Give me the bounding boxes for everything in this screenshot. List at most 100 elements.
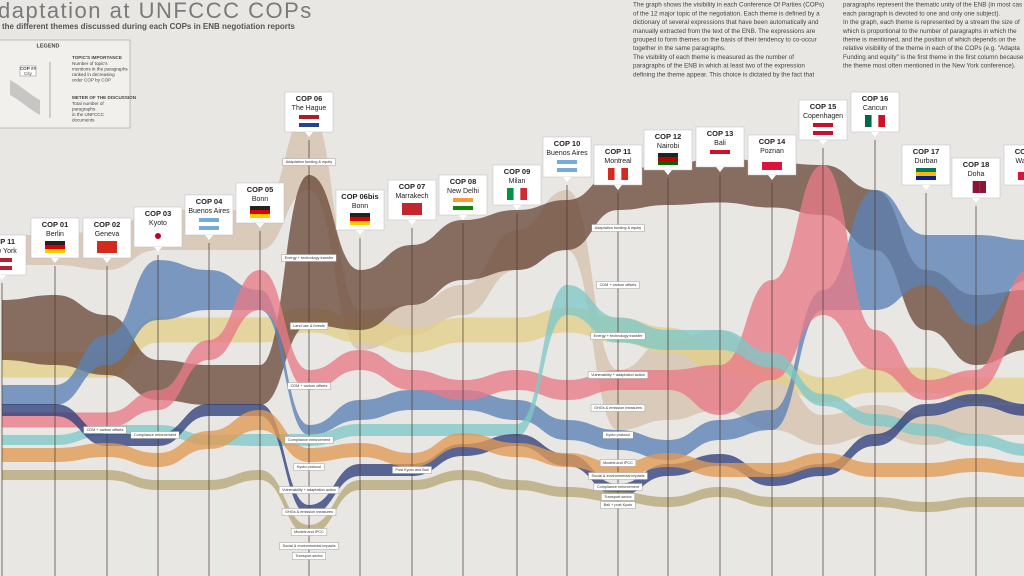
cop-pointer [563, 177, 571, 182]
cop-city: Nairobi [657, 143, 680, 150]
legend-stream [10, 80, 40, 115]
cop-city: Bali [714, 140, 726, 147]
description-line: paragraphs of the ENB in which at least … [633, 63, 805, 70]
cop-pointer [768, 175, 776, 180]
cop-pointer [103, 258, 111, 263]
description-line: grouped to form themes on the basis of t… [633, 36, 817, 43]
flag-stripe [45, 241, 65, 245]
theme-label-box [287, 382, 331, 390]
theme-label: Transport sector [295, 554, 323, 558]
theme-label: Energy + technology transfer [594, 334, 643, 338]
columns: COP 11 New York COP 01 Berlin COP 02 Geneva CO… [0, 91, 1024, 576]
theme-label: Kyoto protocol [297, 465, 321, 469]
legend-text: Number of topic's [72, 61, 108, 66]
theme-label-box [596, 281, 640, 289]
description-line: The graph shows the visibility in each C… [633, 2, 824, 9]
legend-text: paragraphs [72, 107, 96, 112]
cop-pointer [154, 247, 162, 252]
theme-label-box [587, 371, 649, 379]
theme-label: Adaptation funding & equity [286, 160, 333, 164]
theme-label-box [278, 486, 340, 494]
theme-label-box [83, 426, 127, 434]
cop-pointer [0, 275, 6, 280]
description-line: each paragraph is devoted to one and onl… [843, 10, 1000, 17]
flag-stripe [658, 161, 678, 165]
flag-stripe [813, 123, 833, 127]
theme-label: Compliance enforcement [134, 433, 177, 437]
cop-city: Montreal [604, 158, 632, 165]
legend-text: ranked in decreasing [72, 72, 115, 77]
flag-stripe [97, 249, 117, 253]
cop-code: COP 19 [1015, 147, 1024, 156]
cop-city: Milan [509, 178, 526, 185]
flag-stripe [972, 181, 980, 193]
flag-stripe [1018, 176, 1024, 180]
theme-stream [2, 470, 1024, 535]
flag-stripe [865, 115, 872, 127]
cop-code: COP 01 [42, 220, 69, 229]
flag-stripe [45, 245, 65, 249]
description-line: Funding and equity" is the first theme i… [843, 54, 1024, 61]
legend-cop-box [19, 65, 37, 77]
description-line: manually extracted from the text of the … [633, 28, 816, 35]
cop-city: Bonn [352, 203, 368, 210]
flag-stripe [453, 202, 473, 206]
flag-stripe [916, 172, 936, 176]
cop-pointer [51, 258, 59, 263]
flag-stripe [878, 115, 885, 127]
flag-stripe [350, 213, 370, 217]
theme-label: CDM + carbon offsets [600, 283, 637, 287]
flag-stripe [1018, 168, 1024, 172]
theme-label-box [601, 493, 635, 501]
flag-stripe [608, 168, 615, 180]
flag-stripe [350, 217, 370, 221]
flag-stripe [402, 207, 422, 211]
flag-stripe [513, 188, 521, 200]
theme-label-box [392, 466, 432, 474]
flag-stripe [658, 153, 678, 157]
cop-code: COP 08 [450, 177, 477, 186]
flag-stripe [199, 226, 219, 230]
theme-label-box [588, 472, 648, 480]
flag-stripe [148, 230, 168, 234]
flag-stripe [557, 164, 577, 168]
theme-label-box [282, 158, 336, 166]
theme-label-box [290, 528, 328, 536]
cop-city: Buenos Aires [546, 150, 588, 157]
theme-label-box [279, 542, 339, 550]
cop-city: Poznan [760, 148, 784, 155]
cop-pointer [459, 215, 467, 220]
streams [2, 110, 1024, 535]
flag-stripe [520, 188, 527, 200]
cop-city: Durban [915, 158, 938, 165]
description-line: together in the same paragraphs. [633, 45, 726, 52]
theme-label: CDM + carbon offsets [291, 384, 328, 388]
flag-stripe [762, 166, 782, 170]
flag-stripe [0, 266, 12, 270]
flag-stripe [916, 168, 936, 172]
legend-text: Total number of [72, 101, 104, 106]
theme-label: Vulnerability + adaptation action [282, 488, 336, 492]
cop-pointer [408, 220, 416, 225]
cop-code: COP 13 [707, 129, 734, 138]
legend-meter-title: METER OF THE DISCUSSION [72, 95, 137, 100]
description-line: paragraphs represent the thematic unity … [843, 2, 1022, 9]
flag-stripe [45, 249, 65, 253]
legend-text: order COP by COP [72, 78, 111, 83]
cop-city: Bonn [252, 196, 268, 203]
cop-city: Doha [968, 171, 985, 178]
flag-stripe [299, 115, 319, 119]
title: daptation at UNFCCC COPs [0, 0, 313, 23]
description-line: which is proportional to the number of p… [842, 28, 1017, 35]
theme-label: Land use & forests [293, 324, 325, 328]
flag-stripe [557, 168, 577, 172]
cop-code: COP 02 [94, 220, 121, 229]
flag-stripe [614, 168, 622, 180]
cop-city: Marrakech [395, 193, 428, 200]
cop-code: COP 06 [296, 94, 323, 103]
flag-stripe [97, 241, 117, 245]
theme-label: Social & environmental impacts [592, 474, 645, 478]
description: The graph shows the visibility in each C… [633, 2, 1024, 79]
theme-label: Transport sector [604, 495, 632, 499]
theme-label-box [590, 404, 646, 412]
